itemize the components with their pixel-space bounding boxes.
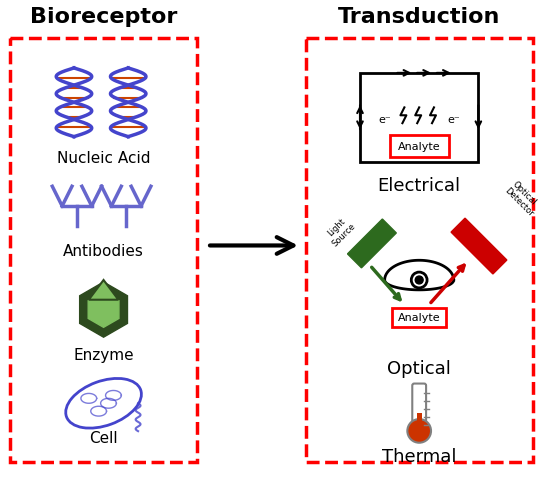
- Text: Bioreceptor: Bioreceptor: [30, 7, 177, 26]
- Text: Enzyme: Enzyme: [73, 348, 134, 362]
- Text: e⁻: e⁻: [447, 115, 460, 125]
- Polygon shape: [88, 292, 119, 328]
- Text: Nucleic Acid: Nucleic Acid: [57, 151, 150, 166]
- Text: Transduction: Transduction: [338, 7, 500, 26]
- FancyBboxPatch shape: [389, 136, 449, 157]
- FancyBboxPatch shape: [451, 219, 507, 275]
- FancyBboxPatch shape: [417, 413, 422, 431]
- Text: Cell: Cell: [89, 430, 118, 445]
- Polygon shape: [80, 282, 128, 337]
- Text: Optical: Optical: [387, 359, 451, 377]
- Text: Thermal: Thermal: [382, 447, 456, 465]
- Text: Analyte: Analyte: [398, 142, 441, 152]
- Text: Analyte: Analyte: [398, 313, 441, 323]
- FancyBboxPatch shape: [348, 219, 397, 268]
- Text: Optical
Detector: Optical Detector: [503, 179, 543, 218]
- FancyBboxPatch shape: [412, 384, 426, 433]
- Text: Antibodies: Antibodies: [63, 243, 144, 258]
- Text: Light
Source: Light Source: [323, 214, 358, 248]
- FancyBboxPatch shape: [392, 308, 446, 328]
- Circle shape: [408, 419, 431, 443]
- Polygon shape: [89, 280, 118, 300]
- Text: e⁻: e⁻: [378, 115, 391, 125]
- FancyBboxPatch shape: [360, 74, 478, 162]
- Text: Electrical: Electrical: [378, 177, 461, 195]
- Circle shape: [415, 276, 423, 284]
